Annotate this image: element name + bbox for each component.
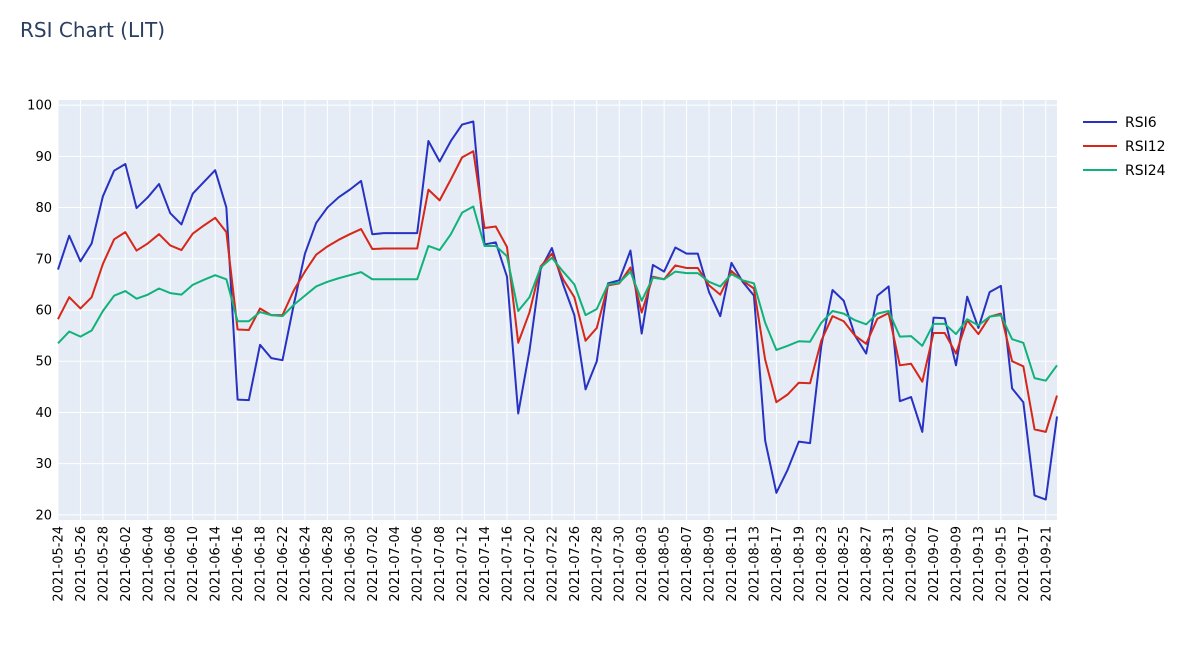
- y-tick-label: 50: [35, 355, 52, 370]
- x-tick-label: 2021-07-22: [545, 526, 560, 602]
- x-tick-label: 2021-09-07: [927, 526, 942, 602]
- y-tick-label: 60: [35, 304, 52, 319]
- x-tick-label: 2021-05-26: [74, 526, 89, 602]
- x-tick-label: 2021-09-13: [972, 526, 987, 602]
- series-line-rsi12: [57, 150, 1058, 433]
- x-tick-label: 2021-08-09: [703, 526, 718, 602]
- series-layer: [57, 120, 1058, 501]
- y-tick-label: 70: [35, 252, 52, 267]
- x-tick-label: 2021-07-08: [433, 526, 448, 602]
- x-tick-label: 2021-08-23: [815, 526, 830, 602]
- x-tick-label: 2021-06-28: [321, 526, 336, 602]
- x-tick-label: 2021-06-04: [141, 526, 156, 602]
- y-tick-label: 20: [35, 508, 52, 523]
- legend-label: RSI24: [1125, 163, 1166, 179]
- x-tick-label: 2021-07-20: [523, 526, 538, 602]
- x-tick-label: 2021-07-30: [613, 526, 628, 602]
- x-tick-label: 2021-07-28: [590, 526, 605, 602]
- legend-item-rsi24[interactable]: RSI24: [1083, 163, 1166, 179]
- x-tick-label: 2021-07-16: [500, 526, 515, 602]
- x-tick-label: 2021-08-11: [725, 526, 740, 602]
- y-axis: 20 30 40 50 60 70 80 90 100: [27, 99, 52, 524]
- x-tick-label: 2021-05-28: [96, 526, 111, 602]
- x-tick-label: 2021-08-03: [635, 526, 650, 602]
- x-tick-label: 2021-09-17: [1017, 526, 1032, 602]
- x-tick-label: 2021-08-13: [747, 526, 762, 602]
- y-tick-label: 90: [35, 150, 52, 165]
- x-tick-label: 2021-08-27: [860, 526, 875, 602]
- x-tick-label: 2021-08-19: [792, 526, 807, 602]
- x-tick-label: 2021-07-14: [478, 526, 493, 602]
- x-tick-label: 2021-06-16: [231, 526, 246, 602]
- x-tick-label: 2021-06-10: [186, 526, 201, 602]
- x-tick-label: 2021-07-12: [456, 526, 471, 602]
- x-tick-label: 2021-09-09: [949, 526, 964, 602]
- x-tick-label: 2021-08-17: [770, 526, 785, 602]
- y-tick-label: 100: [27, 99, 52, 114]
- x-tick-label: 2021-08-07: [680, 526, 695, 602]
- x-tick-label: 2021-09-21: [1039, 526, 1054, 602]
- legend[interactable]: RSI6 RSI12 RSI24: [1083, 115, 1166, 179]
- y-tick-label: 30: [35, 457, 52, 472]
- legend-item-rsi12[interactable]: RSI12: [1083, 139, 1166, 155]
- grid-layer: [57, 100, 1057, 520]
- x-tick-label: 2021-06-18: [254, 526, 269, 602]
- x-tick-label: 2021-06-02: [119, 526, 134, 602]
- x-tick-label: 2021-09-02: [905, 526, 920, 602]
- x-tick-label: 2021-07-02: [366, 526, 381, 602]
- y-tick-label: 40: [35, 406, 52, 421]
- x-tick-label: 2021-06-08: [164, 526, 179, 602]
- x-tick-label: 2021-08-05: [658, 526, 673, 602]
- x-tick-label: 2021-07-04: [388, 526, 403, 602]
- chart-title: RSI Chart (LIT): [20, 18, 166, 42]
- x-tick-label: 2021-08-25: [837, 526, 852, 602]
- series-line-rsi24: [57, 205, 1058, 382]
- x-tick-label: 2021-06-14: [209, 526, 224, 602]
- legend-item-rsi6[interactable]: RSI6: [1083, 115, 1157, 131]
- y-tick-label: 80: [35, 201, 52, 216]
- x-tick-label: 2021-06-30: [343, 526, 358, 602]
- legend-label: RSI6: [1125, 115, 1157, 131]
- x-tick-label: 2021-08-31: [882, 526, 897, 602]
- x-tick-label: 2021-05-24: [52, 526, 67, 602]
- x-axis: 2021-05-24 2021-05-26 2021-05-28 2021-06-02…: [52, 526, 1055, 602]
- x-tick-label: 2021-07-06: [411, 526, 426, 602]
- x-tick-label: 2021-06-22: [276, 526, 291, 602]
- x-tick-label: 2021-06-24: [298, 526, 313, 602]
- legend-label: RSI12: [1125, 139, 1166, 155]
- x-tick-label: 2021-09-15: [994, 526, 1009, 602]
- x-tick-label: 2021-07-26: [568, 526, 583, 602]
